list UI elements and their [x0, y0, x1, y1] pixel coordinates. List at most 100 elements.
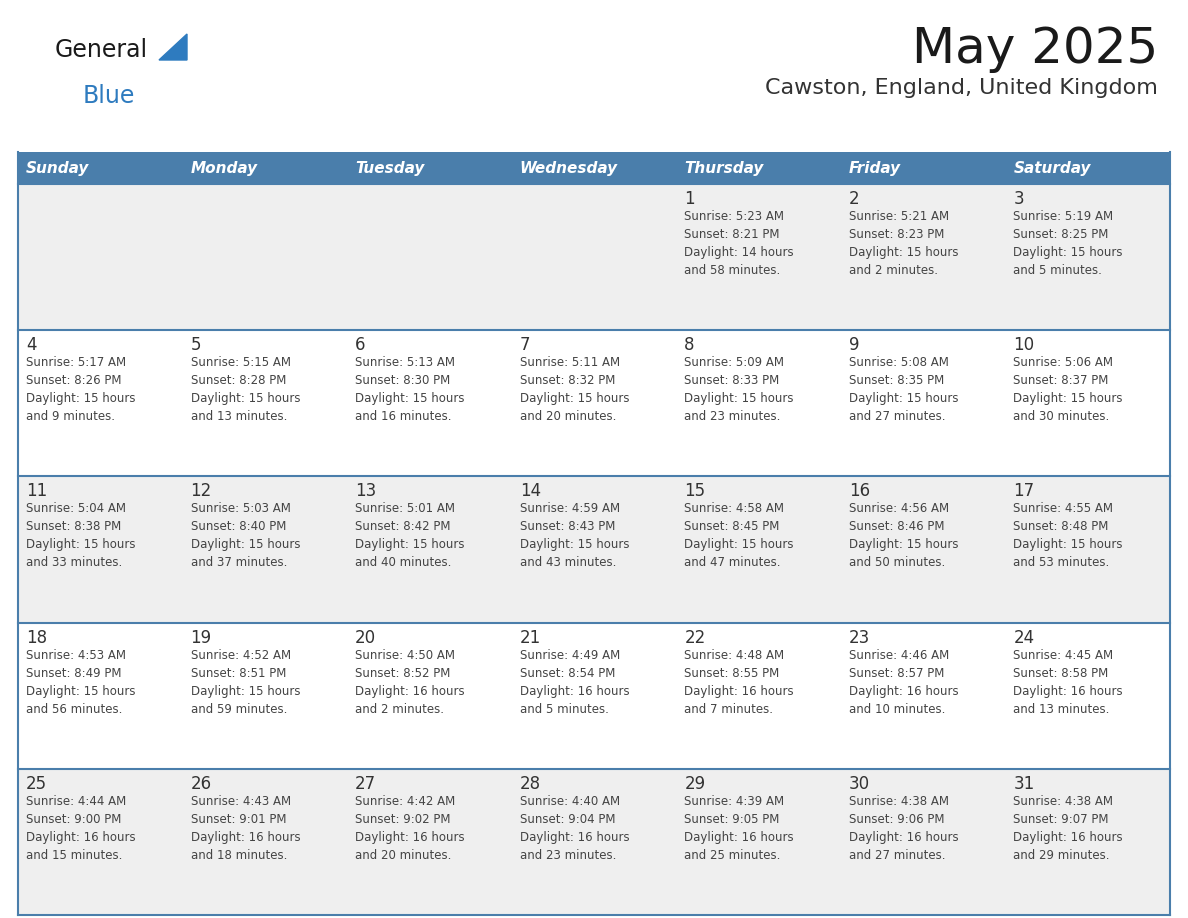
Bar: [676, 184, 841, 330]
Bar: [676, 476, 841, 622]
Text: Sunrise: 4:44 AM
Sunset: 9:00 PM
Daylight: 16 hours
and 15 minutes.: Sunrise: 4:44 AM Sunset: 9:00 PM Dayligh…: [26, 795, 135, 862]
Bar: [347, 184, 512, 330]
Text: 7: 7: [519, 336, 530, 354]
Text: 10: 10: [1013, 336, 1035, 354]
Bar: [512, 476, 676, 622]
Bar: [1005, 330, 1170, 476]
Bar: [1005, 184, 1170, 330]
Bar: [18, 476, 183, 622]
Text: Sunrise: 4:52 AM
Sunset: 8:51 PM
Daylight: 15 hours
and 59 minutes.: Sunrise: 4:52 AM Sunset: 8:51 PM Dayligh…: [190, 649, 301, 716]
Bar: [1005, 476, 1170, 622]
Text: 21: 21: [519, 629, 541, 646]
Bar: [676, 768, 841, 915]
Text: 4: 4: [26, 336, 37, 354]
Text: 25: 25: [26, 775, 48, 793]
Text: Thursday: Thursday: [684, 161, 764, 175]
Text: Sunrise: 5:15 AM
Sunset: 8:28 PM
Daylight: 15 hours
and 13 minutes.: Sunrise: 5:15 AM Sunset: 8:28 PM Dayligh…: [190, 356, 301, 423]
Text: Sunrise: 5:17 AM
Sunset: 8:26 PM
Daylight: 15 hours
and 9 minutes.: Sunrise: 5:17 AM Sunset: 8:26 PM Dayligh…: [26, 356, 135, 423]
Text: 3: 3: [1013, 190, 1024, 208]
Bar: [18, 184, 183, 330]
Text: 18: 18: [26, 629, 48, 646]
Text: Sunrise: 4:58 AM
Sunset: 8:45 PM
Daylight: 15 hours
and 47 minutes.: Sunrise: 4:58 AM Sunset: 8:45 PM Dayligh…: [684, 502, 794, 569]
Text: Sunrise: 5:19 AM
Sunset: 8:25 PM
Daylight: 15 hours
and 5 minutes.: Sunrise: 5:19 AM Sunset: 8:25 PM Dayligh…: [1013, 210, 1123, 277]
Text: Sunrise: 5:11 AM
Sunset: 8:32 PM
Daylight: 15 hours
and 20 minutes.: Sunrise: 5:11 AM Sunset: 8:32 PM Dayligh…: [519, 356, 630, 423]
Bar: [841, 330, 1005, 476]
Text: 12: 12: [190, 482, 211, 500]
Text: 13: 13: [355, 482, 377, 500]
Text: Sunrise: 4:38 AM
Sunset: 9:06 PM
Daylight: 16 hours
and 27 minutes.: Sunrise: 4:38 AM Sunset: 9:06 PM Dayligh…: [849, 795, 959, 862]
Text: Sunrise: 4:45 AM
Sunset: 8:58 PM
Daylight: 16 hours
and 13 minutes.: Sunrise: 4:45 AM Sunset: 8:58 PM Dayligh…: [1013, 649, 1123, 716]
Text: 6: 6: [355, 336, 366, 354]
Text: General: General: [55, 38, 148, 62]
Text: 26: 26: [190, 775, 211, 793]
Bar: [841, 152, 1005, 184]
Text: Cawston, England, United Kingdom: Cawston, England, United Kingdom: [765, 78, 1158, 98]
Text: 11: 11: [26, 482, 48, 500]
Text: Sunrise: 5:04 AM
Sunset: 8:38 PM
Daylight: 15 hours
and 33 minutes.: Sunrise: 5:04 AM Sunset: 8:38 PM Dayligh…: [26, 502, 135, 569]
Text: 30: 30: [849, 775, 870, 793]
Text: Sunrise: 4:59 AM
Sunset: 8:43 PM
Daylight: 15 hours
and 43 minutes.: Sunrise: 4:59 AM Sunset: 8:43 PM Dayligh…: [519, 502, 630, 569]
Bar: [1005, 622, 1170, 768]
Text: 24: 24: [1013, 629, 1035, 646]
Bar: [512, 768, 676, 915]
Bar: [18, 330, 183, 476]
Text: Tuesday: Tuesday: [355, 161, 424, 175]
Text: 19: 19: [190, 629, 211, 646]
Text: 20: 20: [355, 629, 377, 646]
Text: Blue: Blue: [83, 84, 135, 108]
Text: 22: 22: [684, 629, 706, 646]
Bar: [676, 330, 841, 476]
Text: Sunrise: 4:40 AM
Sunset: 9:04 PM
Daylight: 16 hours
and 23 minutes.: Sunrise: 4:40 AM Sunset: 9:04 PM Dayligh…: [519, 795, 630, 862]
Bar: [18, 622, 183, 768]
Text: Sunrise: 4:46 AM
Sunset: 8:57 PM
Daylight: 16 hours
and 10 minutes.: Sunrise: 4:46 AM Sunset: 8:57 PM Dayligh…: [849, 649, 959, 716]
Bar: [841, 476, 1005, 622]
Text: Sunrise: 4:43 AM
Sunset: 9:01 PM
Daylight: 16 hours
and 18 minutes.: Sunrise: 4:43 AM Sunset: 9:01 PM Dayligh…: [190, 795, 301, 862]
Bar: [347, 152, 512, 184]
Text: Wednesday: Wednesday: [519, 161, 618, 175]
Bar: [841, 768, 1005, 915]
Text: May 2025: May 2025: [911, 25, 1158, 73]
Bar: [347, 768, 512, 915]
Text: Sunday: Sunday: [26, 161, 89, 175]
Text: Sunrise: 5:01 AM
Sunset: 8:42 PM
Daylight: 15 hours
and 40 minutes.: Sunrise: 5:01 AM Sunset: 8:42 PM Dayligh…: [355, 502, 465, 569]
Text: Sunrise: 5:06 AM
Sunset: 8:37 PM
Daylight: 15 hours
and 30 minutes.: Sunrise: 5:06 AM Sunset: 8:37 PM Dayligh…: [1013, 356, 1123, 423]
Text: 17: 17: [1013, 482, 1035, 500]
Text: Monday: Monday: [190, 161, 258, 175]
Text: Sunrise: 4:39 AM
Sunset: 9:05 PM
Daylight: 16 hours
and 25 minutes.: Sunrise: 4:39 AM Sunset: 9:05 PM Dayligh…: [684, 795, 794, 862]
Text: Sunrise: 5:21 AM
Sunset: 8:23 PM
Daylight: 15 hours
and 2 minutes.: Sunrise: 5:21 AM Sunset: 8:23 PM Dayligh…: [849, 210, 959, 277]
Bar: [1005, 768, 1170, 915]
Bar: [347, 622, 512, 768]
Bar: [347, 476, 512, 622]
Bar: [183, 184, 347, 330]
Text: 8: 8: [684, 336, 695, 354]
Text: Sunrise: 4:53 AM
Sunset: 8:49 PM
Daylight: 15 hours
and 56 minutes.: Sunrise: 4:53 AM Sunset: 8:49 PM Dayligh…: [26, 649, 135, 716]
Bar: [183, 330, 347, 476]
Bar: [1005, 152, 1170, 184]
Text: 31: 31: [1013, 775, 1035, 793]
Bar: [18, 152, 183, 184]
Text: 29: 29: [684, 775, 706, 793]
Text: 23: 23: [849, 629, 870, 646]
Text: Sunrise: 4:48 AM
Sunset: 8:55 PM
Daylight: 16 hours
and 7 minutes.: Sunrise: 4:48 AM Sunset: 8:55 PM Dayligh…: [684, 649, 794, 716]
Text: 9: 9: [849, 336, 859, 354]
Bar: [676, 622, 841, 768]
Text: Sunrise: 5:13 AM
Sunset: 8:30 PM
Daylight: 15 hours
and 16 minutes.: Sunrise: 5:13 AM Sunset: 8:30 PM Dayligh…: [355, 356, 465, 423]
Bar: [676, 152, 841, 184]
Bar: [512, 622, 676, 768]
Text: 27: 27: [355, 775, 377, 793]
Text: 5: 5: [190, 336, 201, 354]
Text: 15: 15: [684, 482, 706, 500]
Bar: [347, 330, 512, 476]
Text: 2: 2: [849, 190, 859, 208]
Text: Sunrise: 4:42 AM
Sunset: 9:02 PM
Daylight: 16 hours
and 20 minutes.: Sunrise: 4:42 AM Sunset: 9:02 PM Dayligh…: [355, 795, 465, 862]
Text: Sunrise: 5:09 AM
Sunset: 8:33 PM
Daylight: 15 hours
and 23 minutes.: Sunrise: 5:09 AM Sunset: 8:33 PM Dayligh…: [684, 356, 794, 423]
Text: Sunrise: 5:08 AM
Sunset: 8:35 PM
Daylight: 15 hours
and 27 minutes.: Sunrise: 5:08 AM Sunset: 8:35 PM Dayligh…: [849, 356, 959, 423]
Bar: [183, 476, 347, 622]
Text: 28: 28: [519, 775, 541, 793]
Text: Saturday: Saturday: [1013, 161, 1091, 175]
Bar: [18, 768, 183, 915]
Bar: [512, 152, 676, 184]
Text: 16: 16: [849, 482, 870, 500]
Text: Sunrise: 4:38 AM
Sunset: 9:07 PM
Daylight: 16 hours
and 29 minutes.: Sunrise: 4:38 AM Sunset: 9:07 PM Dayligh…: [1013, 795, 1123, 862]
Text: Sunrise: 4:49 AM
Sunset: 8:54 PM
Daylight: 16 hours
and 5 minutes.: Sunrise: 4:49 AM Sunset: 8:54 PM Dayligh…: [519, 649, 630, 716]
